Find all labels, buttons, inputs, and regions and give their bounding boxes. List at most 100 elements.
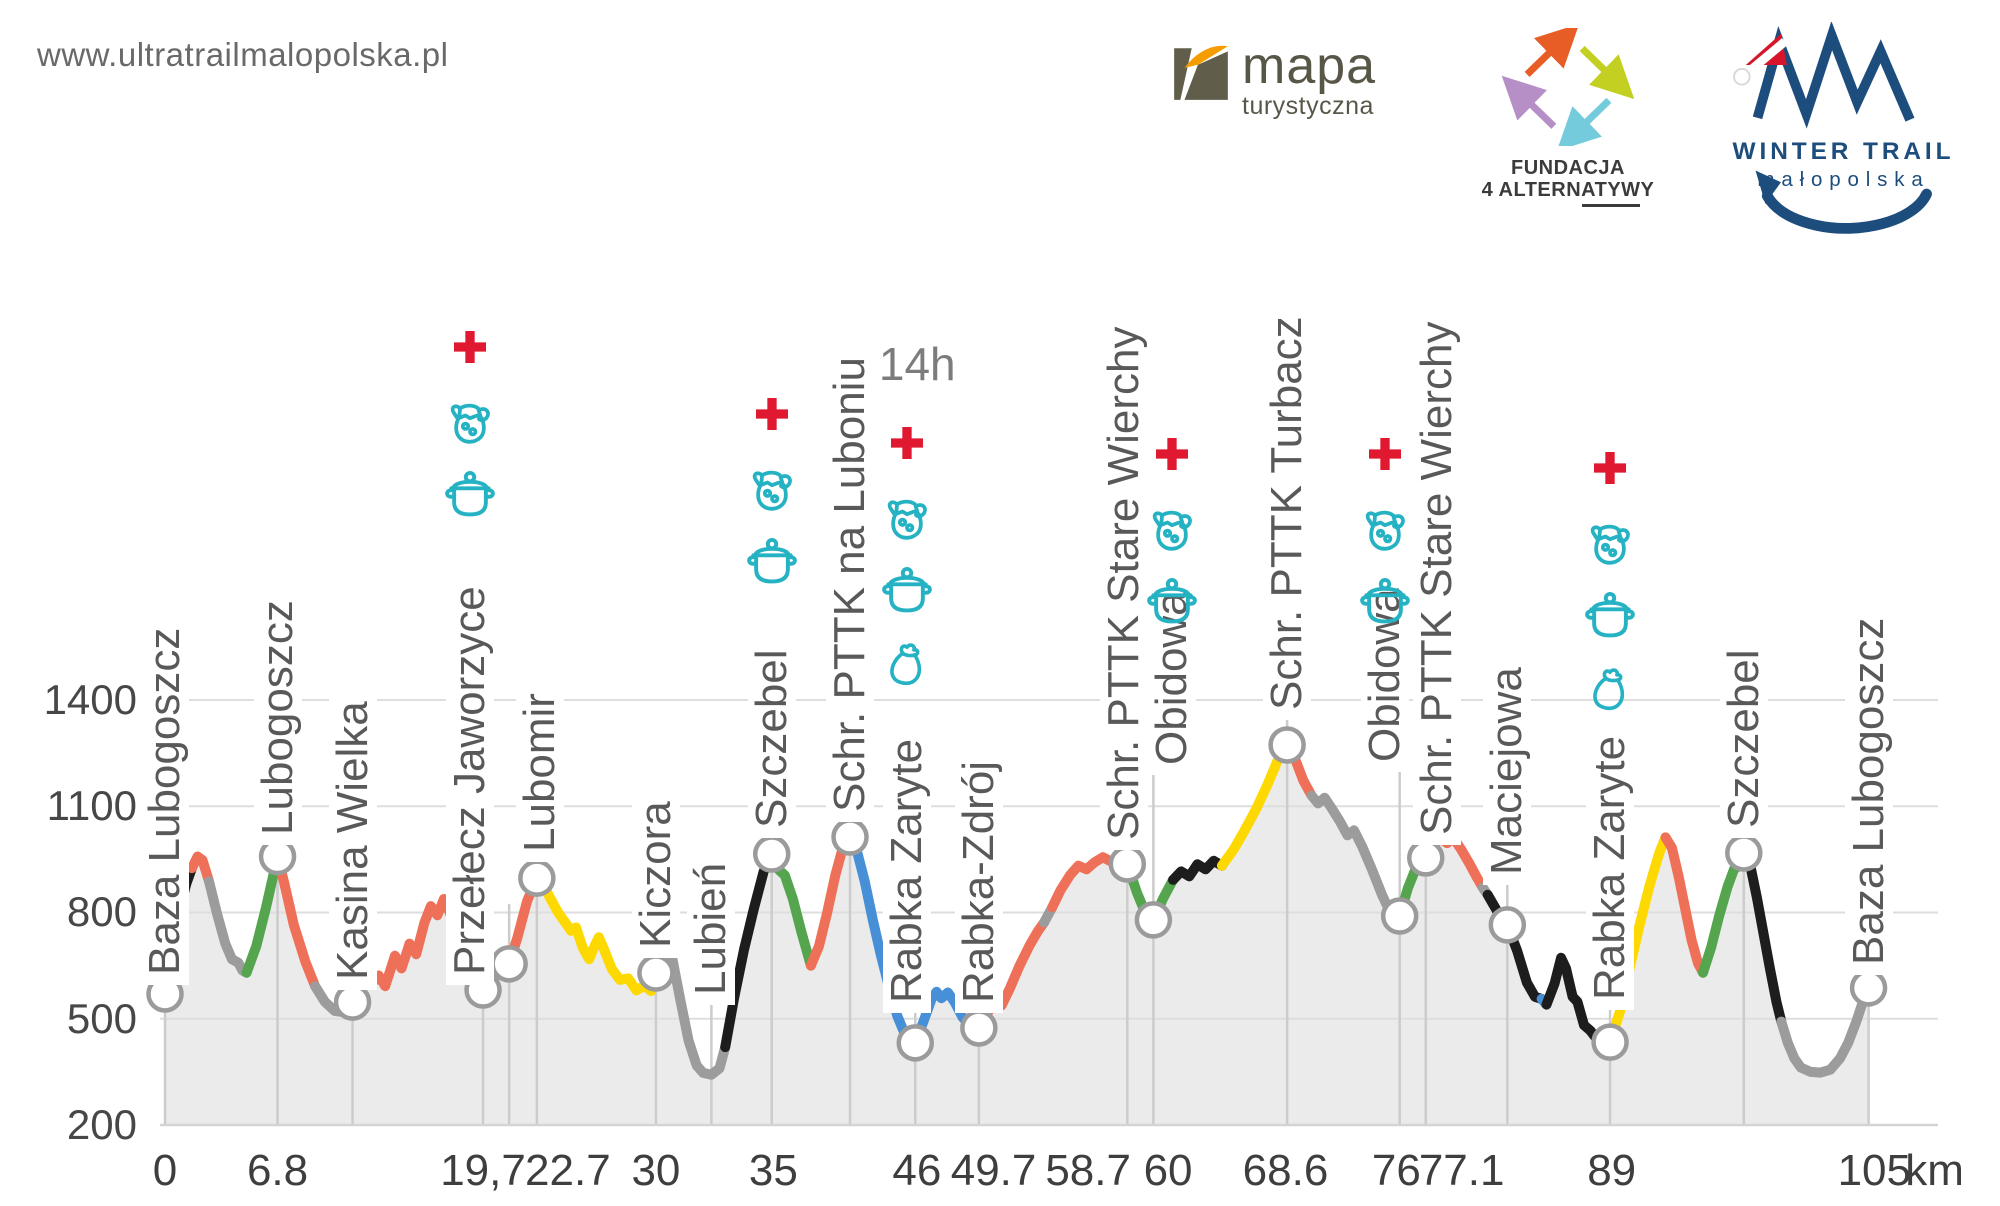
checkpoint-marker: [1268, 726, 1306, 764]
checkpoint-label: Szczebel: [1719, 639, 1768, 838]
x-axis-label-60: 60: [1143, 1146, 1193, 1195]
first-aid-cross-icon: [752, 394, 792, 434]
x-axis-label-76: 76: [1371, 1146, 1421, 1195]
checkpoint-label: Przełecz Jaworzyce: [445, 576, 495, 985]
mapa-logo-text: mapa: [1242, 37, 1377, 95]
first-aid-cross-icon: [1152, 434, 1192, 474]
checkpoint-marker: [1134, 901, 1173, 939]
trail-segment-gray: [1776, 982, 1874, 1078]
checkpoint-label: Baza Lubogoszcz: [140, 617, 189, 985]
website-url: www.ultratrailmalopolska.pl: [37, 36, 449, 73]
checkpoint-marker: [1488, 906, 1527, 944]
x-axis-label-68.6: 68.6: [1242, 1146, 1329, 1195]
checkpoint-label: Rabka Zaryte: [1585, 725, 1635, 1010]
mapa-turystyczna-logo: mapa turystyczna: [1170, 40, 1376, 119]
y-axis-label-1400: 1400: [43, 675, 137, 723]
y-axis-label-200: 200: [66, 1101, 137, 1148]
x-axis-label-77.1: 77.1: [1418, 1146, 1505, 1195]
checkpoint-label: Kiczora: [631, 791, 680, 958]
first-aid-cross-icon: [1590, 448, 1630, 488]
drop-bag-icon: [881, 636, 933, 688]
trail-segment-yellow: [1605, 832, 1671, 1048]
hot-meal-pot-icon: [442, 465, 498, 521]
drinks-jug-icon: [1583, 514, 1637, 568]
drinks-jug-icon: [1358, 500, 1412, 554]
y-axis-label-1100: 1100: [46, 782, 137, 830]
checkpoint-marker: [1849, 969, 1888, 1007]
fundacja-logo-text-2: 4 ALTERNATYWY: [1481, 179, 1655, 201]
malopolska-logo-text: małopolska: [1757, 168, 1929, 191]
drinks-jug-icon: [443, 393, 497, 447]
x-axis-label-0: 0: [152, 1146, 178, 1195]
checkpoint-label: Schr. PTTK Stare Wierchy: [1099, 316, 1149, 850]
x-axis-label-105: 105: [1837, 1146, 1911, 1195]
winter-trail-logo-text: WINTER TRAIL: [1733, 138, 1955, 165]
drinks-jug-icon: [1145, 500, 1199, 554]
checkpoint-label: Baza Lubogoszcz: [1844, 607, 1893, 975]
first-aid-cross-icon: [1365, 434, 1405, 474]
checkpoint-marker: [752, 835, 791, 873]
checkpoint-marker: [1108, 845, 1147, 883]
checkpoint-label: Rabka Zaryte: [882, 728, 932, 1013]
checkpoint-label: Kasina Wielka: [328, 691, 377, 990]
x-axis-label-58.7: 58.7: [1045, 1146, 1131, 1195]
x-axis-label-35: 35: [748, 1146, 798, 1195]
hot-meal-pot-icon: [1144, 572, 1200, 628]
checkpoint-marker: [637, 954, 675, 992]
x-axis-label-89: 89: [1587, 1146, 1637, 1195]
mapa-logo-subtext: turystyczna: [1242, 92, 1374, 120]
checkpoint-marker: [333, 983, 372, 1021]
drinks-jug-icon: [745, 460, 799, 514]
hot-meal-pot-icon: [744, 532, 800, 588]
mapa-turystyczna-icon: [1170, 40, 1232, 109]
checkpoint-marker: [1380, 897, 1419, 935]
first-aid-cross-icon: [887, 423, 927, 463]
y-axis-label-800: 800: [66, 888, 137, 936]
drop-bag-icon: [1584, 661, 1636, 713]
hot-meal-pot-icon: [1357, 572, 1413, 628]
checkpoint-label: Rabka-Zdrój: [954, 750, 1003, 1013]
fundacja-4-alternatywy-logo: FUNDACJA 4 ALTERNATYWY: [1478, 23, 1658, 207]
y-axis-label-500: 500: [66, 994, 137, 1042]
checkpoint-marker: [518, 859, 556, 897]
x-axis-label-49.7: 49.7: [950, 1146, 1037, 1195]
checkpoint-marker: [831, 818, 869, 856]
checkpoint-label: Lubień: [686, 852, 736, 1005]
trail-segment-yellow: [536, 876, 661, 997]
checkpoint-marker: [490, 945, 528, 983]
checkpoint-label: Lubomir: [515, 683, 564, 862]
cutoff-time-note: 14h: [878, 338, 956, 390]
curved-arrow-icon: [1755, 170, 1932, 234]
checkpoint-marker: [960, 1009, 998, 1047]
checkpoint-marker: [896, 1024, 935, 1062]
winter-trail-malopolska-logo: WINTER TRAIL małopolska: [1726, 21, 1961, 242]
checkpoint-marker: [1591, 1023, 1629, 1061]
checkpoint-marker: [1725, 834, 1763, 872]
trail-segment-black: [1168, 855, 1227, 885]
trail-segment-red: [1660, 832, 1708, 978]
trail-segment-green: [241, 851, 283, 978]
checkpoint-label: Szczebel: [747, 639, 796, 838]
four-arrows-diamond-icon: [1488, 23, 1648, 151]
fundacja-logo-underline: [1582, 204, 1640, 207]
checkpoint-marker: [1407, 839, 1445, 877]
hot-meal-pot-icon: [879, 561, 935, 617]
checkpoint-label: Schr. PTTK Turbacz: [1262, 306, 1312, 720]
mountains-icon: [1733, 21, 1915, 129]
trail-segment-red: [186, 851, 214, 887]
x-axis-label-km: km: [1905, 1146, 1964, 1195]
x-axis-label-6.8: 6.8: [246, 1146, 309, 1195]
drinks-jug-icon: [880, 489, 934, 543]
x-axis-label-22.7: 22.7: [525, 1146, 611, 1195]
x-axis-label-30: 30: [631, 1146, 681, 1195]
first-aid-cross-icon: [450, 327, 490, 367]
checkpoint-label: Schr. PTTK Stare Wierchy: [1412, 311, 1461, 845]
x-axis-label-19,7: 19,7: [440, 1146, 526, 1195]
hot-meal-pot-icon: [1582, 586, 1638, 642]
checkpoint-label: Schr. PTTK na Luboniu: [825, 347, 875, 822]
santa-hat-icon: [1745, 33, 1787, 65]
checkpoint-label: Maciejowa: [1482, 657, 1532, 885]
checkpoint-label: Lubogoszcz: [253, 590, 302, 845]
fundacja-logo-text-1: FUNDACJA: [1511, 157, 1625, 179]
